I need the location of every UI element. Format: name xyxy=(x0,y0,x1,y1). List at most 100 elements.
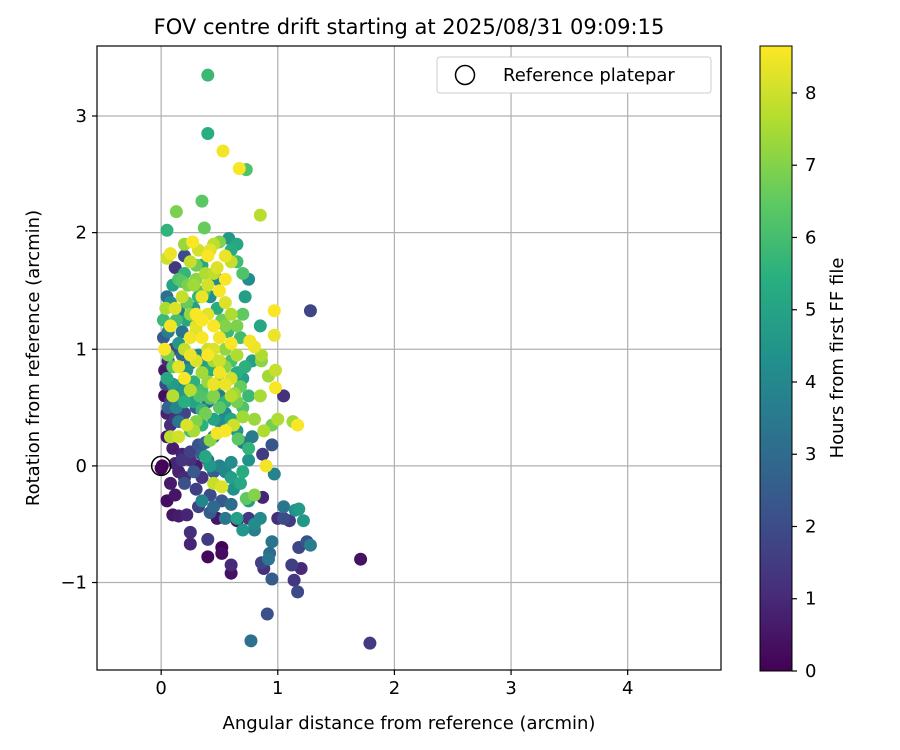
data-point xyxy=(236,523,250,537)
data-point xyxy=(261,552,275,566)
data-point xyxy=(163,247,177,261)
colorbar-tick-label: 7 xyxy=(805,155,816,176)
data-point xyxy=(363,636,377,650)
colorbar-tick-label: 0 xyxy=(805,661,816,682)
data-point xyxy=(201,249,215,263)
x-axis-ticks: 0 1 2 3 4 xyxy=(155,670,633,699)
data-point xyxy=(201,126,215,140)
data-point xyxy=(195,313,209,327)
data-point xyxy=(291,418,305,432)
x-tick-label: 1 xyxy=(272,678,283,699)
data-point xyxy=(292,502,306,516)
data-point xyxy=(163,319,177,333)
data-point xyxy=(177,476,191,490)
data-point xyxy=(238,290,252,304)
data-point xyxy=(243,334,257,348)
data-point xyxy=(247,412,261,426)
data-point xyxy=(303,304,317,318)
colorbar-tick-label: 2 xyxy=(805,516,816,537)
data-point xyxy=(224,558,238,572)
data-point xyxy=(236,465,250,479)
data-point xyxy=(183,525,197,539)
data-point xyxy=(236,307,250,321)
y-tick-label: 3 xyxy=(76,106,87,127)
data-point xyxy=(218,296,232,310)
data-point xyxy=(183,383,197,397)
data-point xyxy=(224,307,238,321)
colorbar-tick-label: 5 xyxy=(805,300,816,321)
data-point xyxy=(285,558,299,572)
data-point xyxy=(267,304,281,318)
data-point xyxy=(244,634,258,648)
colorbar-tick-label: 4 xyxy=(805,372,816,393)
data-point xyxy=(169,205,183,219)
colorbar-tick-label: 3 xyxy=(805,444,816,465)
data-point xyxy=(256,447,270,461)
data-point xyxy=(212,401,226,415)
colorbar: 0 1 2 3 4 5 6 7 8 Hours from first FF file xyxy=(759,45,848,682)
plot-frame xyxy=(96,45,722,671)
data-point xyxy=(195,331,209,345)
data-point xyxy=(195,366,209,380)
reference-point-marker xyxy=(150,455,172,477)
data-point xyxy=(198,450,212,464)
data-point xyxy=(242,389,256,403)
data-point xyxy=(303,538,317,552)
data-point xyxy=(242,453,256,467)
data-point xyxy=(277,511,291,525)
legend-marker xyxy=(454,64,476,86)
data-point xyxy=(172,430,186,444)
data-point xyxy=(187,465,201,479)
data-point xyxy=(187,278,201,292)
x-tick-label: 0 xyxy=(155,678,166,699)
colorbar-tick-label: 6 xyxy=(805,227,816,248)
colorbar-gradient xyxy=(759,45,793,672)
data-point xyxy=(253,389,267,403)
data-point xyxy=(195,290,209,304)
data-point xyxy=(195,194,209,208)
data-points xyxy=(150,68,377,650)
data-point xyxy=(175,453,189,467)
data-point xyxy=(253,208,267,222)
data-point xyxy=(265,572,279,586)
data-point xyxy=(259,459,273,473)
data-point xyxy=(257,424,271,438)
colorbar-tick-label: 1 xyxy=(805,589,816,610)
data-point xyxy=(212,331,226,345)
y-axis-ticks: −1 0 1 2 3 xyxy=(60,106,97,594)
data-point xyxy=(210,261,224,275)
data-point xyxy=(271,412,285,426)
y-tick-label: 2 xyxy=(76,223,87,244)
data-point xyxy=(183,537,197,551)
legend-box xyxy=(436,56,712,94)
data-point xyxy=(265,438,279,452)
x-tick-label: 4 xyxy=(622,678,633,699)
data-point xyxy=(160,371,174,385)
data-point xyxy=(175,290,189,304)
data-point xyxy=(189,482,203,496)
data-point xyxy=(168,488,182,502)
data-point xyxy=(242,441,256,455)
data-point xyxy=(230,511,244,525)
data-point xyxy=(215,480,229,494)
data-point xyxy=(253,319,267,333)
data-point xyxy=(159,301,173,315)
data-point xyxy=(197,221,211,235)
data-point xyxy=(158,342,172,356)
data-point xyxy=(168,261,182,275)
data-point xyxy=(166,441,180,455)
data-point xyxy=(230,348,244,362)
data-point xyxy=(233,476,247,490)
data-point xyxy=(277,500,291,514)
data-point xyxy=(183,331,197,345)
data-point xyxy=(224,336,238,350)
data-point xyxy=(291,585,305,599)
data-point xyxy=(177,371,191,385)
data-point xyxy=(201,68,215,82)
data-point xyxy=(166,389,180,403)
data-point xyxy=(277,389,291,403)
data-point xyxy=(195,494,209,508)
colorbar-ticks: 0 1 2 3 4 5 6 7 8 xyxy=(792,83,816,682)
data-point xyxy=(354,552,368,566)
